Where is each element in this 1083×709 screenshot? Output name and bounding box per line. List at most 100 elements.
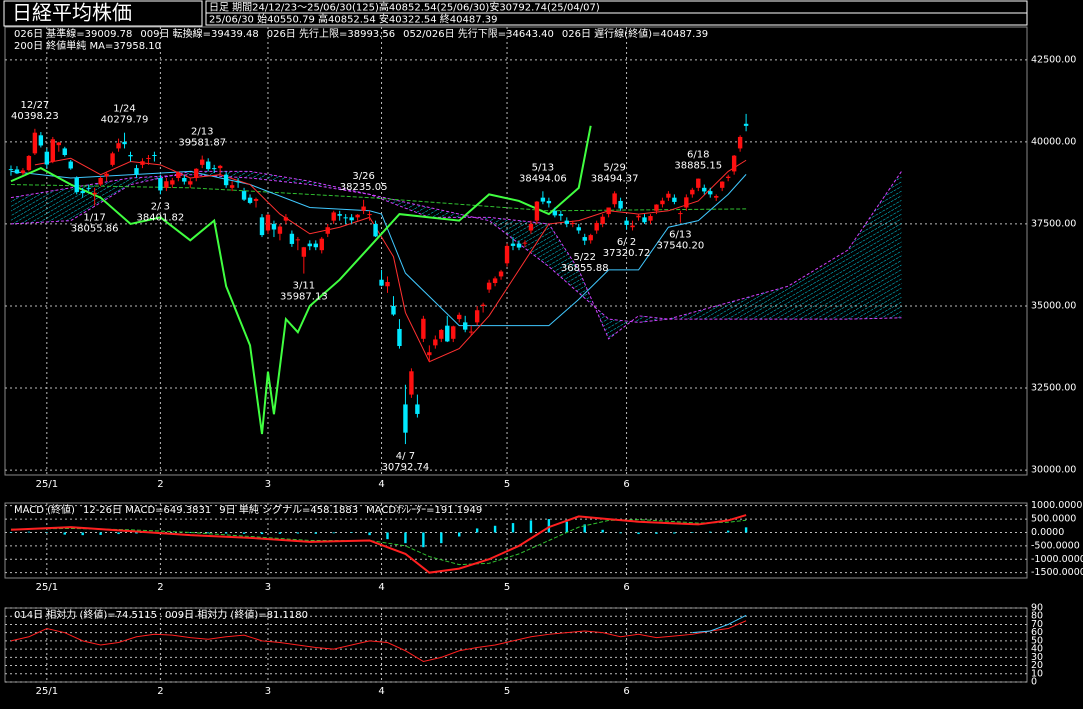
legend-entry: 052/026日 先行下限=34643.40 bbox=[403, 27, 554, 40]
annotation-price: 40398.23 bbox=[11, 111, 59, 122]
y-tick-label: 0 bbox=[1031, 677, 1037, 688]
candle-body bbox=[546, 200, 552, 204]
candle-body bbox=[277, 226, 283, 234]
annotation-price: 38494.06 bbox=[519, 173, 567, 184]
annotation-price: 38401.82 bbox=[137, 212, 185, 223]
indicator-line bbox=[10, 519, 747, 566]
histogram-bar bbox=[350, 532, 353, 533]
x-tick-label: 5 bbox=[504, 479, 510, 490]
candle-body bbox=[636, 215, 641, 218]
candle-body bbox=[8, 169, 14, 171]
candle-body bbox=[474, 310, 480, 323]
indicator-line bbox=[10, 170, 747, 327]
histogram-bar bbox=[27, 531, 31, 533]
candle-body bbox=[594, 222, 599, 231]
candle-body bbox=[259, 217, 265, 236]
candle-body bbox=[62, 148, 67, 155]
annotation-date: 6/18 bbox=[687, 149, 709, 160]
candle-body bbox=[415, 404, 420, 414]
candle-body bbox=[630, 225, 635, 228]
histogram-bar bbox=[296, 532, 300, 534]
period-text: 日足 期間24/12/23～25/06/30(125)高40852.54(25/… bbox=[209, 1, 600, 14]
candle-body bbox=[188, 181, 193, 185]
histogram-bar bbox=[673, 532, 676, 534]
y-tick-label: 40000.00 bbox=[1031, 136, 1076, 147]
legend-entry: 12-26日 MACD=649.3831 bbox=[83, 505, 211, 516]
candle-body bbox=[68, 161, 73, 169]
histogram-bar bbox=[314, 532, 317, 534]
candle-body bbox=[301, 247, 307, 257]
candle-body bbox=[504, 245, 510, 264]
cloud-fill bbox=[10, 171, 902, 339]
latest-text: 25/06/30 始40550.79 高40852.54 安40322.54 終… bbox=[209, 13, 498, 26]
candle-body bbox=[80, 191, 85, 194]
histogram-bar bbox=[99, 532, 102, 535]
candle-body bbox=[104, 173, 109, 177]
candle-body bbox=[217, 165, 223, 169]
y-tick-label: 50 bbox=[1031, 635, 1043, 646]
candle-body bbox=[498, 271, 504, 277]
annotation-date: 1/24 bbox=[113, 104, 135, 115]
candle-body bbox=[582, 237, 587, 241]
histogram-bar bbox=[726, 530, 730, 533]
histogram-bar bbox=[422, 532, 425, 548]
candle-body bbox=[343, 217, 348, 219]
candle-body bbox=[98, 177, 103, 185]
plot-frame bbox=[4, 607, 1028, 683]
candle-body bbox=[229, 185, 235, 188]
x-tick-label: 2 bbox=[157, 686, 163, 697]
candle-body bbox=[271, 223, 277, 230]
candle-body bbox=[14, 169, 20, 174]
candle-body bbox=[152, 155, 157, 156]
candle-body bbox=[26, 155, 32, 171]
candle-body bbox=[379, 279, 384, 286]
candle-body bbox=[194, 168, 199, 178]
histogram-bar bbox=[440, 532, 443, 544]
candle-body bbox=[451, 326, 456, 339]
candle-body bbox=[588, 235, 593, 241]
candle-body bbox=[140, 161, 145, 165]
candle-body bbox=[714, 196, 719, 198]
indicator-line bbox=[10, 125, 592, 435]
candle-body bbox=[373, 223, 378, 237]
candle-body bbox=[170, 180, 175, 185]
candle-body bbox=[558, 214, 564, 216]
annotation-date: 1/17 bbox=[83, 213, 105, 224]
x-tick-label: 4 bbox=[378, 479, 384, 490]
candle-body bbox=[385, 282, 390, 287]
y-tick-label: 10 bbox=[1031, 668, 1043, 679]
annotation-price: 37540.20 bbox=[656, 241, 704, 252]
histogram-bar bbox=[619, 532, 622, 534]
legend-entry: 026日 基準線=39009.78 bbox=[14, 27, 132, 40]
annotation-price: 38494.37 bbox=[591, 173, 639, 184]
y-tick-label: 90 bbox=[1031, 603, 1043, 614]
histogram-bar bbox=[135, 532, 138, 534]
histogram-bar bbox=[583, 524, 586, 533]
candle-body bbox=[409, 371, 414, 395]
legend-entry: 200日 終値単純 MA=37958.10 bbox=[14, 39, 161, 52]
x-tick-label: 4 bbox=[378, 686, 384, 697]
histogram-bar bbox=[601, 529, 604, 533]
candle-body bbox=[92, 192, 97, 195]
histogram-bar bbox=[655, 532, 658, 534]
legend-entry: MACDｵｼﾚｰﾀｰ=191.1949 bbox=[366, 504, 482, 516]
candle-body bbox=[176, 172, 181, 178]
candle-body bbox=[457, 314, 462, 320]
candle-body bbox=[86, 187, 91, 189]
candle-body bbox=[223, 174, 229, 186]
histogram-bar bbox=[744, 527, 748, 533]
x-tick-label: 6 bbox=[623, 582, 629, 593]
annotation-date: 5/13 bbox=[532, 162, 554, 173]
y-tick-label: 30 bbox=[1031, 652, 1043, 663]
histogram-bar bbox=[9, 532, 13, 533]
y-tick-label: 60 bbox=[1031, 627, 1043, 638]
candle-body bbox=[50, 139, 56, 162]
annotation-price: 37320.72 bbox=[603, 248, 651, 259]
histogram-bar bbox=[404, 532, 407, 544]
annotation-date: 5/29 bbox=[603, 162, 625, 173]
candle-body bbox=[391, 305, 396, 315]
annotation-date: 2/13 bbox=[191, 127, 213, 138]
histogram-bar bbox=[260, 532, 264, 535]
annotation-date: 12/27 bbox=[20, 100, 49, 111]
y-tick-label: 0.0000 bbox=[1031, 527, 1064, 538]
